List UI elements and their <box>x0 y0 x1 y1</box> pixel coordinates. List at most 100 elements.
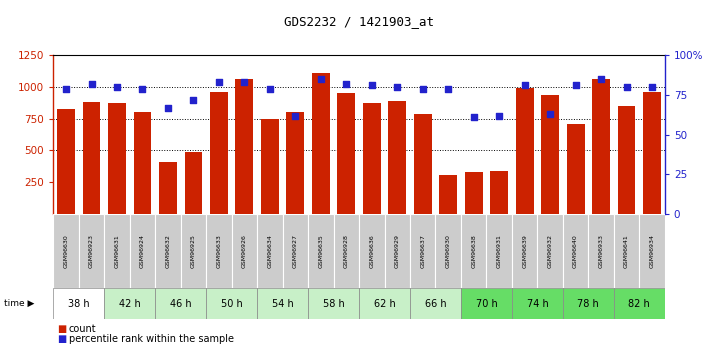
Bar <box>261 119 279 214</box>
Bar <box>105 214 129 288</box>
Text: 74 h: 74 h <box>527 299 548 308</box>
Point <box>162 105 173 110</box>
Point <box>646 84 658 90</box>
Bar <box>363 103 380 214</box>
Text: GSM96925: GSM96925 <box>191 234 196 268</box>
Bar <box>287 112 304 214</box>
Bar <box>257 214 283 288</box>
Text: 58 h: 58 h <box>323 299 344 308</box>
Point <box>392 84 403 90</box>
Point <box>112 84 123 90</box>
Bar <box>439 175 457 214</box>
Bar <box>465 172 483 214</box>
Bar <box>414 114 432 214</box>
Bar <box>563 214 589 288</box>
Bar <box>491 171 508 214</box>
Point <box>442 86 454 91</box>
Point <box>86 81 97 87</box>
Text: GSM96930: GSM96930 <box>446 234 451 268</box>
Text: ■: ■ <box>57 325 66 334</box>
Bar <box>232 214 257 288</box>
Bar <box>461 214 486 288</box>
Point <box>137 86 148 91</box>
Text: GSM96639: GSM96639 <box>522 234 527 268</box>
Bar <box>589 214 614 288</box>
Bar <box>563 288 614 319</box>
Text: GDS2232 / 1421903_at: GDS2232 / 1421903_at <box>284 16 434 29</box>
Bar <box>134 112 151 214</box>
Point <box>621 84 632 90</box>
Point <box>289 113 301 118</box>
Bar <box>385 214 410 288</box>
Text: GSM96929: GSM96929 <box>395 234 400 268</box>
Point <box>519 82 530 88</box>
Text: GSM96637: GSM96637 <box>420 234 425 268</box>
Bar <box>312 73 330 214</box>
Text: GSM96635: GSM96635 <box>319 234 324 268</box>
Bar <box>567 124 584 214</box>
Text: GSM96632: GSM96632 <box>166 234 171 268</box>
Bar <box>57 109 75 214</box>
Text: 46 h: 46 h <box>170 299 191 308</box>
Text: percentile rank within the sample: percentile rank within the sample <box>69 334 234 344</box>
Text: GSM96932: GSM96932 <box>547 234 552 268</box>
Bar <box>159 162 177 214</box>
Bar <box>541 95 559 214</box>
Bar <box>643 92 661 214</box>
Point <box>60 86 72 91</box>
Bar <box>359 288 410 319</box>
Bar <box>108 104 126 214</box>
Bar <box>308 214 333 288</box>
Text: 42 h: 42 h <box>119 299 141 308</box>
Text: GSM96631: GSM96631 <box>114 234 119 268</box>
Point <box>315 76 326 82</box>
Bar <box>82 102 100 214</box>
Text: 54 h: 54 h <box>272 299 294 308</box>
Point <box>341 81 352 87</box>
Point <box>545 111 556 117</box>
Bar <box>461 288 512 319</box>
Text: GSM96634: GSM96634 <box>267 234 272 268</box>
Text: GSM96640: GSM96640 <box>573 234 578 268</box>
Bar <box>592 79 610 214</box>
Bar <box>359 214 385 288</box>
Bar <box>206 214 232 288</box>
Bar <box>639 214 665 288</box>
Bar <box>181 214 206 288</box>
Bar <box>388 101 406 214</box>
Text: GSM96928: GSM96928 <box>344 234 349 268</box>
Bar <box>410 288 461 319</box>
Bar <box>155 214 181 288</box>
Point <box>264 86 276 91</box>
Bar <box>155 288 206 319</box>
Bar <box>210 92 228 214</box>
Point <box>468 114 479 120</box>
Text: GSM96923: GSM96923 <box>89 234 94 268</box>
Text: 62 h: 62 h <box>374 299 395 308</box>
Bar <box>512 288 563 319</box>
Bar <box>257 288 308 319</box>
Text: 70 h: 70 h <box>476 299 497 308</box>
Text: GSM96630: GSM96630 <box>63 234 68 268</box>
Point <box>213 79 225 85</box>
Bar <box>614 214 639 288</box>
Bar <box>538 214 563 288</box>
Point <box>417 86 429 91</box>
Bar <box>486 214 512 288</box>
Text: 82 h: 82 h <box>629 299 650 308</box>
Bar <box>79 214 105 288</box>
Bar <box>618 106 636 214</box>
Bar <box>308 288 359 319</box>
Text: GSM96636: GSM96636 <box>369 234 374 268</box>
Bar <box>185 152 203 214</box>
Bar <box>129 214 155 288</box>
Point <box>570 82 582 88</box>
Text: 38 h: 38 h <box>68 299 90 308</box>
Bar <box>235 79 253 214</box>
Text: GSM96633: GSM96633 <box>216 234 221 268</box>
Bar <box>53 214 79 288</box>
Point <box>239 79 250 85</box>
Text: count: count <box>69 325 97 334</box>
Bar <box>333 214 359 288</box>
Text: GSM96931: GSM96931 <box>497 234 502 268</box>
